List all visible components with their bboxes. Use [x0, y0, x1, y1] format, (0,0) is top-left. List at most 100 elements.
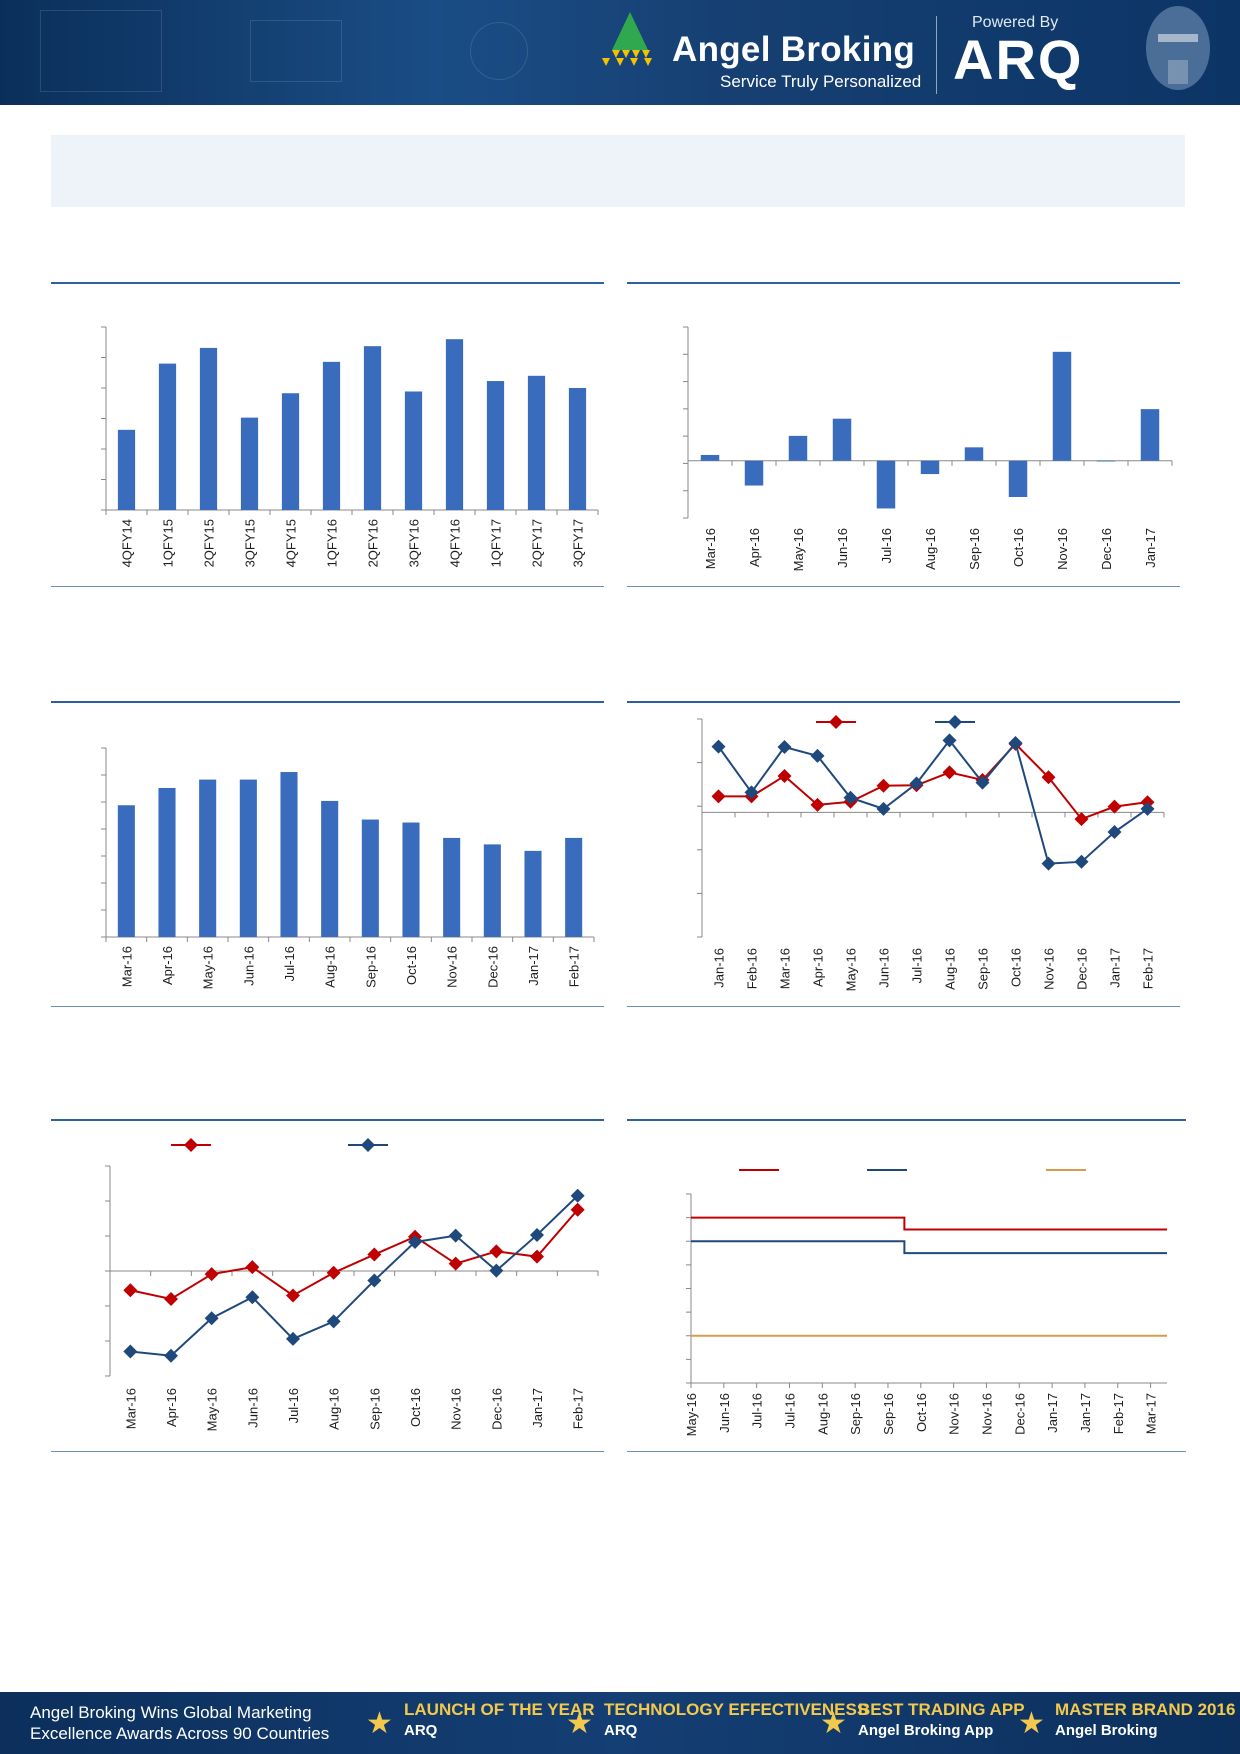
- bar: [280, 772, 298, 937]
- x-tick-label: Jun-16: [835, 528, 850, 568]
- award-sub: Angel Broking App: [858, 1722, 994, 1739]
- header-decoration: [40, 10, 162, 92]
- award-sub: ARQ: [604, 1722, 638, 1739]
- award-title: LAUNCH OF THE YEAR: [404, 1700, 595, 1719]
- brand-name: Angel Broking: [672, 30, 916, 69]
- x-tick-label: Jul-16: [286, 1388, 301, 1423]
- x-tick-label: Jul-16: [282, 946, 297, 981]
- x-tick-label: Sep-16: [881, 1393, 896, 1435]
- data-point-marker: [843, 790, 858, 805]
- data-point-marker: [530, 1227, 544, 1242]
- award-message: Angel Broking Wins Global Marketing Exce…: [30, 1702, 329, 1744]
- award-launch: LAUNCH OF THE YEAR ARQ: [404, 1700, 594, 1739]
- bar: [404, 391, 423, 510]
- x-tick-label: Jan-17: [1143, 528, 1158, 568]
- award-message-line1: Angel Broking Wins Global Marketing: [30, 1703, 312, 1722]
- x-tick-label: Oct-16: [1011, 528, 1026, 567]
- x-tick-label: 2QFY17: [530, 519, 545, 567]
- x-tick-label: Oct-16: [404, 946, 419, 985]
- series-line: [691, 1240, 1167, 1255]
- x-tick-label: Dec-16: [489, 1388, 504, 1430]
- award-title: BEST TRADING APP: [858, 1700, 1025, 1719]
- data-point-marker: [975, 775, 990, 790]
- data-point-marker: [876, 801, 891, 816]
- data-point-marker: [909, 776, 924, 791]
- x-tick-label: Feb-17: [1111, 1393, 1126, 1434]
- data-point-marker: [184, 1138, 198, 1152]
- x-tick-label: May-16: [201, 946, 216, 989]
- series-line: [691, 1216, 1167, 1231]
- x-tick-label: 1QFY15: [161, 519, 176, 567]
- bar: [700, 454, 720, 461]
- x-tick-label: Feb-16: [745, 948, 760, 989]
- panel-rule: [627, 1451, 1186, 1452]
- panel-rule: [51, 586, 604, 587]
- x-tick-label: May-16: [205, 1388, 220, 1431]
- x-tick-label: 4QFY16: [448, 519, 463, 567]
- trophy-icon: ★: [566, 1707, 593, 1740]
- x-tick-label: Aug-16: [815, 1393, 830, 1435]
- bar: [1052, 351, 1072, 461]
- x-tick-label: Sep-16: [848, 1393, 863, 1435]
- x-tick-label: Aug-16: [943, 948, 958, 990]
- data-point-marker: [448, 1228, 463, 1243]
- data-point-marker: [489, 1244, 504, 1259]
- bar: [402, 822, 420, 937]
- data-point-marker: [204, 1311, 219, 1326]
- data-point-marker: [530, 1249, 544, 1264]
- panel-rule: [627, 586, 1180, 587]
- x-tick-label: May-16: [791, 528, 806, 571]
- panel-rule: [51, 1451, 604, 1452]
- x-tick-label: Jan-17: [526, 946, 541, 986]
- bar: [158, 363, 177, 510]
- x-tick-label: Sep-16: [967, 528, 982, 570]
- x-tick-label: Jun-16: [877, 948, 892, 988]
- x-tick-label: Dec-16: [1099, 528, 1114, 570]
- x-tick-label: Oct-16: [408, 1388, 423, 1427]
- data-point-marker: [367, 1247, 382, 1262]
- x-tick-label: Nov-16: [445, 946, 460, 988]
- bar: [565, 837, 583, 937]
- panel-rule: [51, 1006, 604, 1007]
- x-tick-label: Sep-16: [367, 1388, 382, 1430]
- award-title: MASTER BRAND 2016: [1055, 1700, 1236, 1719]
- trophy-icon: ★: [366, 1707, 393, 1740]
- bar: [158, 787, 176, 937]
- series-line: [130, 1209, 579, 1301]
- x-tick-label: 4QFY14: [120, 519, 135, 567]
- x-tick-label: Apr-16: [160, 946, 175, 985]
- data-point-marker: [810, 797, 825, 812]
- header-decoration: [250, 20, 342, 82]
- bar: [322, 361, 341, 510]
- summary-banner: [51, 135, 1185, 207]
- data-point-marker: [489, 1263, 504, 1278]
- x-tick-label: Jul-16: [910, 948, 925, 983]
- data-point-marker: [711, 739, 726, 754]
- bar: [239, 779, 257, 937]
- panel-rule: [51, 1119, 604, 1121]
- x-tick-label: Apr-16: [164, 1388, 179, 1427]
- x-tick-label: Sep-16: [363, 946, 378, 988]
- x-tick-label: Dec-16: [485, 946, 500, 988]
- data-point-marker: [744, 785, 759, 800]
- bar: [524, 850, 542, 937]
- x-tick-label: May-16: [844, 948, 859, 991]
- x-tick-label: Jun-16: [245, 1388, 260, 1428]
- x-tick-label: Nov-16: [1055, 528, 1070, 570]
- x-tick-label: Apr-16: [747, 528, 762, 567]
- x-tick-label: Jul-16: [782, 1393, 797, 1428]
- x-tick-label: Jan-17: [530, 1388, 545, 1428]
- award-master-brand: MASTER BRAND 2016 Angel Broking: [1055, 1700, 1235, 1739]
- data-point-marker: [810, 748, 825, 763]
- x-tick-label: Mar-16: [778, 948, 793, 989]
- data-point-marker: [777, 768, 792, 783]
- bar: [486, 381, 505, 510]
- data-point-marker: [876, 778, 891, 793]
- panel-rule: [627, 1119, 1186, 1121]
- data-point-marker: [948, 715, 962, 729]
- award-title: TECHNOLOGY EFFECTIVENESS: [604, 1700, 869, 1719]
- bar: [744, 460, 764, 486]
- data-point-marker: [123, 1344, 138, 1359]
- x-tick-label: 1QFY16: [325, 519, 340, 567]
